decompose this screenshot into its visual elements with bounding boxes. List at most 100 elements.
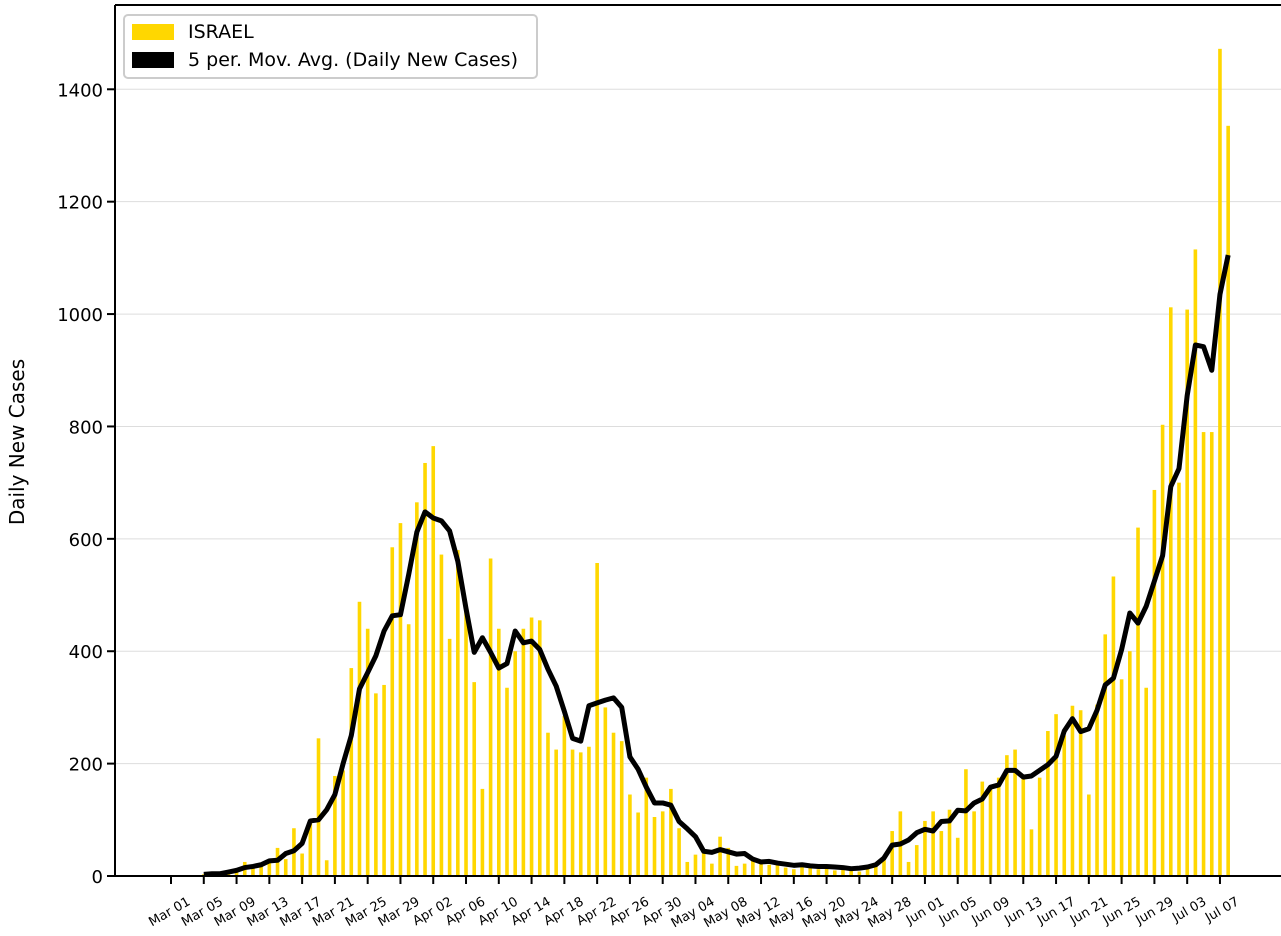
- bar: [685, 861, 690, 876]
- bar: [390, 547, 395, 876]
- bar: [513, 651, 517, 876]
- bar: [1144, 687, 1149, 876]
- x-tick-label: Jun 17: [1034, 894, 1078, 928]
- bar: [800, 864, 804, 876]
- bar: [480, 788, 485, 876]
- x-tick-label: Jun 21: [1067, 894, 1111, 928]
- bar: [423, 462, 427, 876]
- bar: [1087, 794, 1091, 876]
- bar: [832, 870, 837, 876]
- bar: [644, 777, 649, 876]
- bar: [1095, 704, 1099, 876]
- bar: [406, 624, 411, 876]
- bar: [267, 859, 272, 876]
- bar: [1193, 249, 1198, 876]
- bar: [554, 749, 558, 876]
- y-tick-label: 600: [69, 530, 103, 551]
- bar: [603, 707, 608, 876]
- bar: [734, 865, 739, 876]
- bar: [308, 822, 313, 876]
- bar: [1201, 432, 1206, 876]
- bar: [718, 836, 722, 876]
- bar: [882, 856, 886, 876]
- bar: [1168, 307, 1173, 876]
- bar: [1209, 432, 1214, 876]
- bar: [578, 752, 583, 876]
- bar: [1119, 679, 1124, 876]
- bar: [1111, 576, 1116, 876]
- y-tick-label: 800: [69, 417, 103, 438]
- bar: [464, 609, 468, 876]
- bar: [980, 781, 985, 876]
- bar: [955, 837, 960, 876]
- bar: [923, 820, 927, 876]
- bar: [456, 550, 460, 876]
- bar: [1128, 651, 1132, 876]
- bar: [628, 794, 632, 876]
- x-tick-label: Jun 29: [1133, 894, 1177, 928]
- bar: [849, 870, 853, 876]
- bar: [865, 867, 870, 876]
- bar: [701, 850, 706, 876]
- bar: [1078, 710, 1083, 876]
- bar: [1152, 489, 1157, 876]
- bar: [972, 811, 976, 876]
- x-tick-label: Jun 05: [936, 894, 980, 928]
- bar: [808, 867, 813, 876]
- y-tick-label: 1400: [57, 80, 103, 101]
- x-tick-label: Jul 07: [1202, 894, 1242, 926]
- bar: [1046, 731, 1050, 876]
- bar: [333, 775, 337, 876]
- y-tick-label: 1000: [57, 305, 103, 326]
- legend-swatch: [132, 52, 174, 68]
- bar: [1005, 755, 1009, 876]
- bar: [521, 628, 526, 876]
- bar: [693, 854, 698, 876]
- bar: [890, 831, 894, 876]
- x-tick-label: Jun 01: [903, 894, 947, 928]
- y-tick-label: 0: [92, 867, 103, 888]
- bar: [1177, 482, 1181, 876]
- bar: [382, 684, 386, 876]
- bar: [431, 446, 436, 876]
- bar: [349, 668, 354, 876]
- bar: [537, 620, 542, 876]
- bar: [677, 828, 681, 876]
- y-tick-label: 400: [69, 642, 103, 663]
- bar: [316, 738, 321, 876]
- bar: [1054, 714, 1058, 876]
- bar: [611, 732, 616, 876]
- y-tick-label: 1200: [57, 193, 103, 214]
- bar: [652, 816, 657, 876]
- bar: [964, 769, 968, 876]
- bar: [792, 869, 796, 876]
- legend-swatch: [132, 24, 174, 40]
- y-axis-label: Daily New Cases: [5, 359, 29, 525]
- bar: [710, 863, 714, 876]
- bar: [931, 811, 935, 876]
- bar: [398, 523, 403, 876]
- bar: [1218, 48, 1222, 876]
- bar: [841, 868, 845, 876]
- bar: [374, 693, 378, 876]
- bar: [1136, 527, 1140, 876]
- bar: [300, 853, 304, 876]
- bar: [988, 788, 993, 876]
- bar: [1013, 749, 1017, 876]
- bar: [1160, 424, 1165, 876]
- legend-box: [123, 14, 538, 79]
- bar: [947, 809, 952, 876]
- legend: ISRAEL 5 per. Mov. Avg. (Daily New Cases): [123, 14, 538, 79]
- bar: [636, 812, 640, 876]
- bar: [1226, 125, 1230, 876]
- bar: [1062, 735, 1067, 876]
- bar: [906, 861, 911, 876]
- bar: [751, 859, 755, 876]
- legend-label: 5 per. Mov. Avg. (Daily New Cases): [188, 49, 518, 71]
- bar: [1185, 309, 1189, 876]
- bar: [529, 617, 534, 876]
- x-tick-label: Jul 03: [1169, 894, 1209, 926]
- bar: [546, 732, 550, 876]
- bar: [357, 601, 362, 876]
